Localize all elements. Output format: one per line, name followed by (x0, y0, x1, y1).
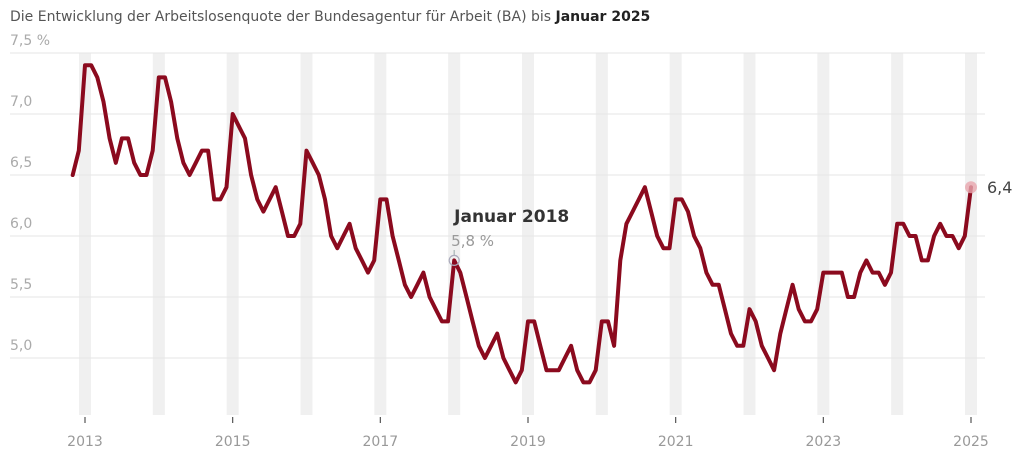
year-band (817, 53, 830, 415)
year-band (595, 53, 608, 415)
x-tick-label: 2021 (658, 434, 694, 450)
end-value-label: 6,4 (987, 178, 1012, 197)
year-band (300, 53, 313, 415)
year-band (79, 53, 91, 415)
data-line (70, 63, 973, 385)
x-tick-label: 2025 (953, 434, 989, 450)
year-band (448, 53, 461, 415)
y-tick-label: 7,5 % (10, 33, 50, 49)
annotation-marker (448, 254, 460, 266)
chart-title-bold: Januar 2025 (555, 9, 651, 25)
chart-title: Die Entwicklung der Arbeitslosenquote de… (10, 9, 651, 25)
year-band (743, 53, 756, 415)
x-tick-label: 2013 (67, 434, 103, 450)
year-band (374, 53, 387, 415)
annotation-title: Januar 2018 (453, 207, 569, 227)
annotation-value: 5,8 % (451, 232, 494, 250)
year-band (965, 53, 977, 415)
x-tick-label: 2015 (215, 434, 251, 450)
y-tick-label: 5,0 (10, 338, 32, 354)
y-tick-label: 6,5 (10, 155, 32, 171)
end-marker (965, 181, 977, 194)
year-band (226, 53, 239, 415)
y-tick-label: 5,5 (10, 277, 32, 293)
x-tick-label: 2023 (806, 434, 842, 450)
year-band (152, 53, 165, 415)
x-tick-label: 2019 (510, 434, 546, 450)
y-tick-label: 7,0 (10, 94, 32, 110)
year-band (669, 53, 682, 415)
y-tick-label: 6,0 (10, 216, 32, 232)
year-band (522, 53, 534, 415)
x-tick-label: 2017 (363, 434, 399, 450)
